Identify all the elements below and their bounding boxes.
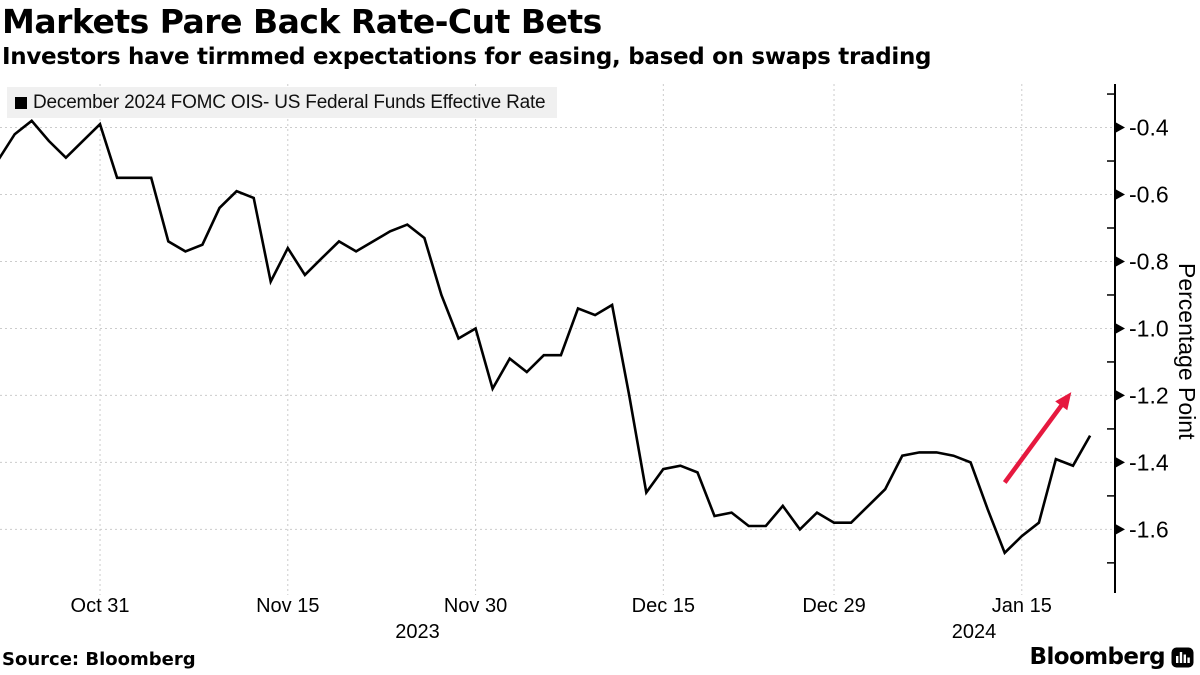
y-major-tick	[1116, 256, 1125, 267]
legend: December 2024 FOMC OIS- US Federal Funds…	[7, 87, 558, 118]
y-tick-label: -1.0	[1129, 315, 1169, 341]
y-tick-label: -1.6	[1129, 516, 1169, 542]
page-subtitle: Investors have tirmmed expectations for …	[2, 44, 932, 70]
source-attribution: Source: Bloomberg	[2, 649, 196, 670]
y-major-tick	[1116, 189, 1125, 200]
x-tick-label: Nov 30	[444, 595, 507, 617]
x-tick-label: Dec 15	[632, 595, 695, 617]
year-label: 2024	[952, 621, 997, 643]
data-line	[0, 119, 1092, 556]
y-tick-label: -0.6	[1129, 182, 1169, 208]
bloomberg-bug-icon	[1171, 647, 1194, 667]
page-title: Markets Pare Back Rate-Cut Bets	[2, 2, 602, 41]
x-tick-label: Oct 31	[71, 595, 130, 617]
y-major-tick	[1116, 323, 1125, 334]
y-major-tick	[1116, 524, 1125, 535]
y-tick-label: -0.8	[1129, 248, 1169, 274]
bloomberg-wordmark: Bloomberg	[1029, 644, 1166, 670]
trend-arrow-head	[1055, 392, 1072, 411]
bloomberg-logo: Bloomberg	[1030, 644, 1194, 670]
legend-label: December 2024 FOMC OIS- US Federal Funds…	[33, 92, 546, 113]
y-tick-label: -1.4	[1129, 449, 1169, 475]
legend-swatch-icon	[15, 97, 27, 109]
y-axis-title: Percentage Point	[1174, 262, 1200, 440]
x-tick-label: Nov 15	[256, 595, 319, 617]
x-tick-label: Jan 15	[992, 595, 1052, 617]
y-tick-label: -0.4	[1129, 115, 1169, 141]
y-major-tick	[1116, 390, 1125, 401]
year-label: 2023	[395, 621, 440, 643]
y-major-tick	[1116, 122, 1125, 133]
y-tick-label: -1.2	[1129, 382, 1169, 408]
y-major-tick	[1116, 457, 1125, 468]
trend-arrow	[1002, 397, 1068, 484]
x-tick-label: Dec 29	[802, 595, 865, 617]
